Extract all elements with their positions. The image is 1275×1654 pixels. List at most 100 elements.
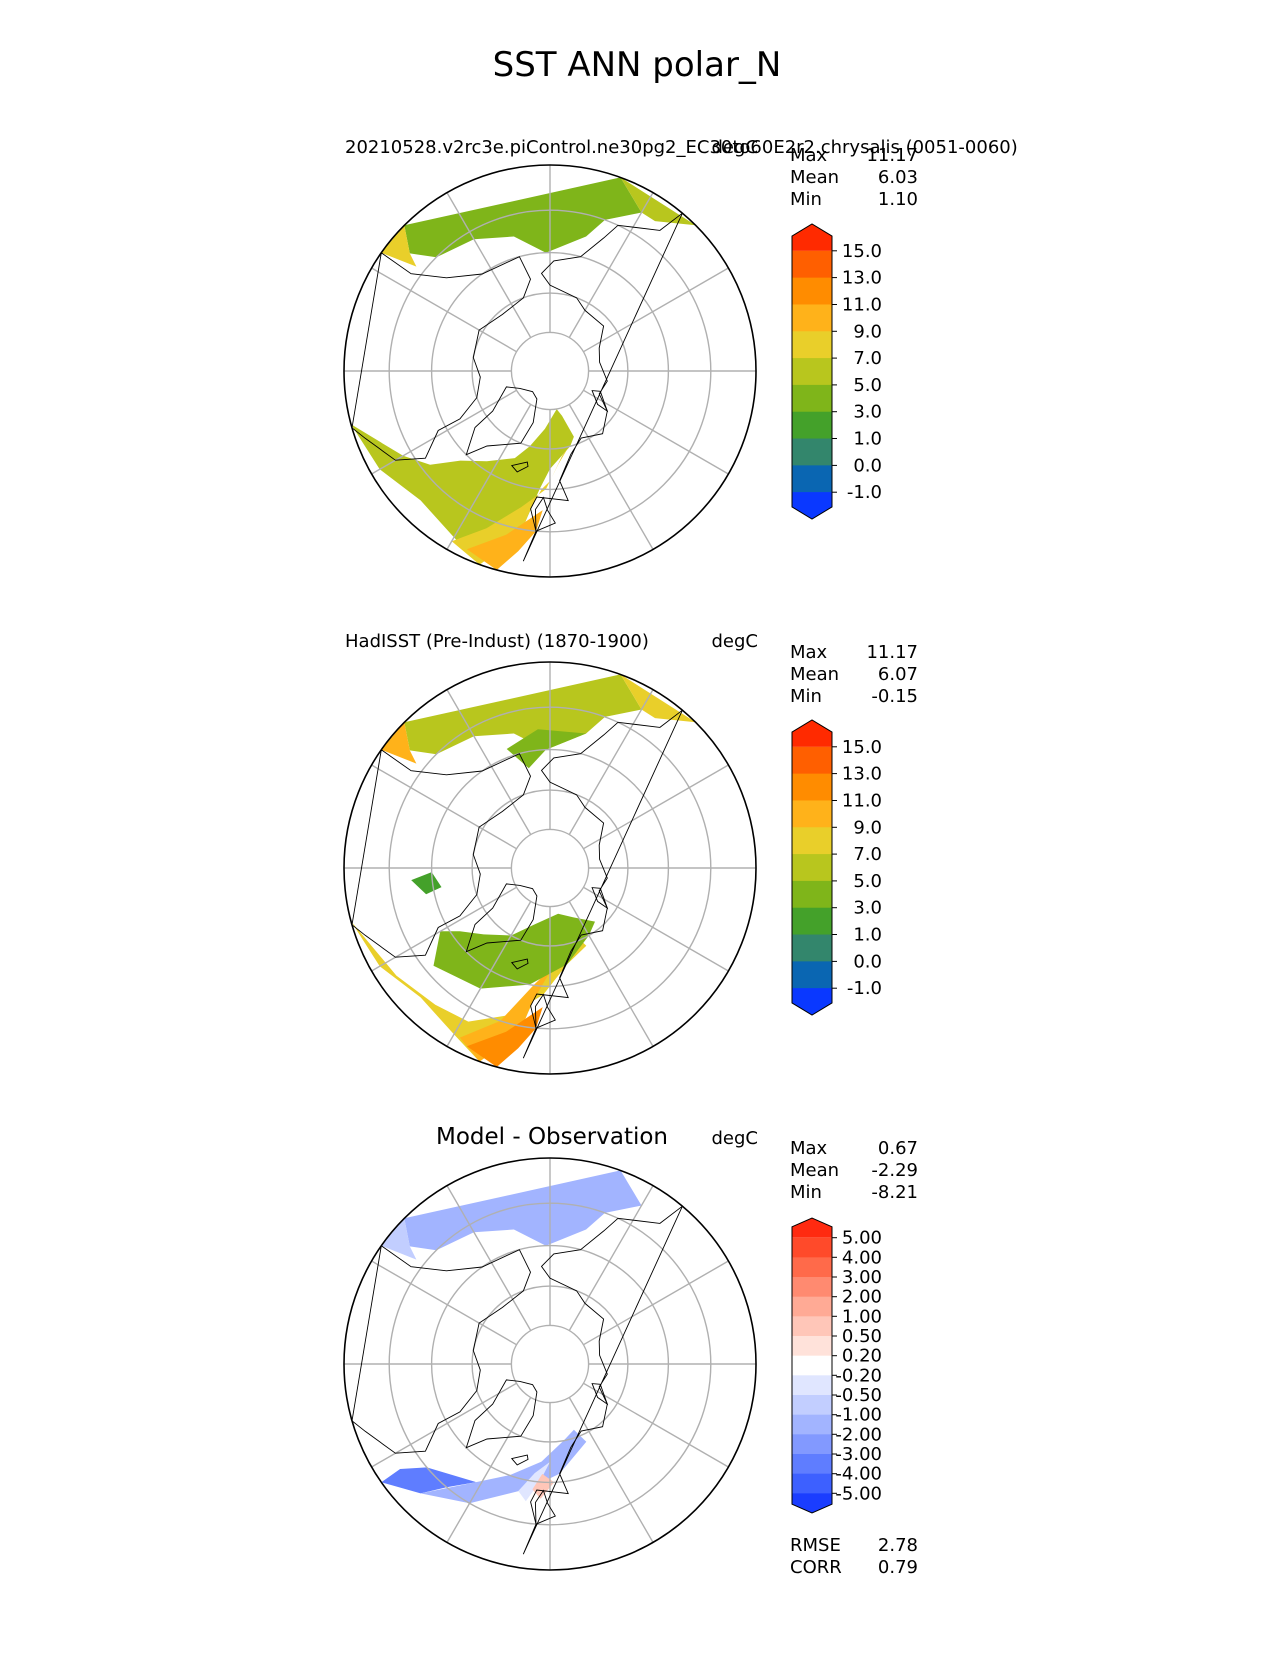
panel-obs-units: degC bbox=[712, 631, 759, 652]
stat-value-mean: 6.03 bbox=[878, 167, 918, 188]
meridian-150 bbox=[568, 192, 654, 338]
map-boundary bbox=[343, 661, 757, 1075]
coastline-2 bbox=[522, 212, 683, 562]
colorbar-tick-label-9: -1.0 bbox=[847, 482, 882, 503]
field-region-4 bbox=[404, 1170, 642, 1251]
colorbar-swatch-3 bbox=[792, 304, 832, 332]
polar-map-model bbox=[343, 164, 757, 578]
meridian-120 bbox=[583, 1260, 729, 1346]
polar-map-diff bbox=[343, 1157, 757, 1571]
stat-label-mean: Mean bbox=[790, 664, 839, 685]
colorbar-tick-label-2: 11.0 bbox=[842, 295, 882, 316]
stat-label-max: Max bbox=[790, 642, 828, 663]
meridian-120 bbox=[583, 764, 729, 850]
colorbar-tick-label-7: -0.20 bbox=[835, 1365, 882, 1386]
map-boundary bbox=[343, 1157, 757, 1571]
coastline-4 bbox=[510, 461, 529, 473]
colorbar-tick-label-8: -0.50 bbox=[835, 1385, 882, 1406]
sst-field bbox=[351, 674, 696, 1067]
field-region-3 bbox=[433, 913, 595, 989]
coastline-5 bbox=[591, 887, 609, 910]
meridian-330 bbox=[446, 404, 532, 550]
metric-label-corr: CORR bbox=[790, 1557, 842, 1578]
coastline-3 bbox=[534, 496, 556, 532]
graticule bbox=[344, 165, 756, 577]
meridian-330 bbox=[446, 901, 532, 1047]
colorbar-tick-label-12: -4.00 bbox=[835, 1464, 882, 1485]
colorbar-swatch-12 bbox=[792, 1454, 832, 1475]
meridian-210 bbox=[446, 689, 532, 835]
figure-title: SST ANN polar_N bbox=[493, 45, 782, 85]
field-region-5 bbox=[381, 1218, 417, 1260]
field-region-4 bbox=[620, 177, 696, 226]
stat-label-min: Min bbox=[790, 189, 822, 210]
colorbar-model: 15.0 13.0 11.0 9.0 7.0 5.0 3.0 1.0 0.0 -1.0 bbox=[791, 223, 882, 520]
colorbar-swatch-9 bbox=[792, 961, 832, 989]
field-region-1 bbox=[451, 446, 569, 565]
colorbar-tick-label-0: 5.00 bbox=[842, 1228, 882, 1249]
colorbar-outline bbox=[791, 719, 833, 1016]
colorbar-swatch-1 bbox=[792, 746, 832, 775]
coastline-2 bbox=[522, 709, 683, 1059]
coastline-0 bbox=[351, 749, 531, 958]
stats-model: Max 11.17 Mean 6.03 Min 1.10 bbox=[790, 145, 918, 210]
colorbar-swatch-13 bbox=[792, 1473, 832, 1494]
colorbar-tick-label-1: 13.0 bbox=[842, 268, 882, 289]
colorbar-tick-label-3: 9.0 bbox=[853, 321, 882, 342]
colorbar-swatch-6 bbox=[792, 384, 832, 413]
colorbar-obs: 15.0 13.0 11.0 9.0 7.0 5.0 3.0 1.0 0.0 -1.0 bbox=[791, 719, 882, 1016]
meridian-120 bbox=[583, 267, 729, 353]
meridian-30 bbox=[568, 901, 654, 1047]
panel-model-title-left: 20210528.v2rc3e.piControl.ne30pg2_EC30to… bbox=[345, 137, 1018, 158]
panel-diff-units: degC bbox=[712, 1128, 759, 1149]
colorbar-swatch-2 bbox=[792, 277, 832, 305]
colorbar-cap-top bbox=[792, 1218, 832, 1238]
colorbar-swatch-2 bbox=[792, 1257, 832, 1278]
colorbar-swatch-10 bbox=[792, 1414, 832, 1435]
metric-label-rmse: RMSE bbox=[790, 1535, 841, 1556]
stat-label-mean: Mean bbox=[790, 167, 839, 188]
colorbar-swatch-3 bbox=[792, 800, 832, 828]
colorbar-tick-label-6: 0.20 bbox=[842, 1346, 882, 1367]
stat-value-min: -0.15 bbox=[871, 686, 918, 707]
stat-value-min: 1.10 bbox=[878, 189, 918, 210]
stat-value-max: 11.17 bbox=[866, 145, 918, 166]
meridian-330 bbox=[446, 1397, 532, 1543]
panel-diff-title: Model - Observation bbox=[436, 1124, 668, 1150]
stat-value-mean: 6.07 bbox=[878, 664, 918, 685]
stat-value-max: 0.67 bbox=[878, 1138, 918, 1159]
field-region-3 bbox=[404, 177, 642, 258]
colorbar-tick-label-8: 0.0 bbox=[853, 951, 882, 972]
colorbar-swatch-3 bbox=[792, 1277, 832, 1298]
colorbar-cap-top bbox=[792, 224, 832, 251]
stat-value-mean: -2.29 bbox=[871, 1160, 918, 1181]
coastline-0 bbox=[351, 1245, 531, 1454]
graticule bbox=[344, 662, 756, 1074]
colorbar-tick-label-13: -5.00 bbox=[835, 1483, 882, 1504]
meridian-60 bbox=[583, 1382, 729, 1468]
colorbar-tick-label-6: 3.0 bbox=[853, 898, 882, 919]
colorbar-swatch-4 bbox=[792, 827, 832, 855]
colorbar-tick-label-9: -1.0 bbox=[847, 978, 882, 999]
colorbar-tick-label-11: -3.00 bbox=[835, 1444, 882, 1465]
colorbar-tick-label-4: 7.0 bbox=[853, 348, 882, 369]
field-region-5 bbox=[381, 225, 417, 267]
colorbar-tick-label-0: 15.0 bbox=[842, 241, 882, 262]
latitude-circle-80 bbox=[510, 828, 590, 908]
stat-label-max: Max bbox=[790, 1138, 828, 1159]
stat-label-max: Max bbox=[790, 145, 828, 166]
panel-model: 20210528.v2rc3e.piControl.ne30pg2_EC30to… bbox=[343, 137, 1018, 578]
latitude-circle-80 bbox=[510, 1324, 590, 1404]
meridian-150 bbox=[568, 1185, 654, 1331]
latitude-circle-80 bbox=[510, 331, 590, 411]
colorbar-tick-label-8: 0.0 bbox=[853, 455, 882, 476]
colorbar-cap-bottom bbox=[792, 492, 832, 519]
colorbar-tick-label-2: 11.0 bbox=[842, 791, 882, 812]
colorbar-tick-label-7: 1.0 bbox=[853, 925, 882, 946]
colorbar-swatch-4 bbox=[792, 1296, 832, 1317]
field-region-1 bbox=[420, 1429, 587, 1504]
meridian-300 bbox=[371, 1382, 517, 1468]
colorbar-swatch-5 bbox=[792, 358, 832, 386]
colorbar-swatch-8 bbox=[792, 438, 832, 466]
